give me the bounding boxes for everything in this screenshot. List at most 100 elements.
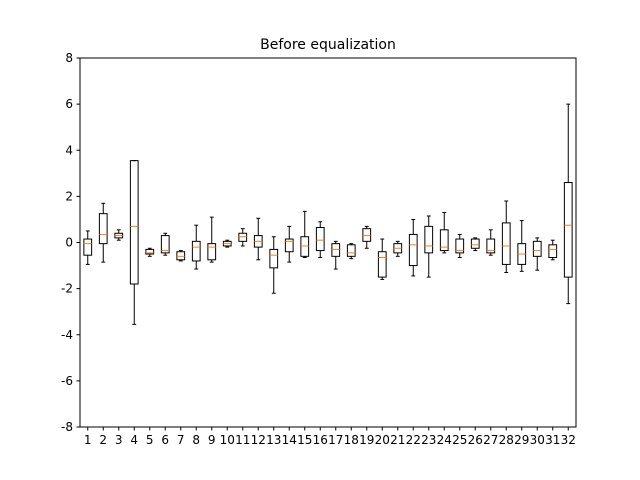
- iqr-box: [160, 235, 170, 254]
- iqr-box: [207, 243, 217, 261]
- box-26: [470, 237, 480, 252]
- box-31: [548, 239, 558, 261]
- box-14: [284, 225, 294, 263]
- box-17: [331, 240, 341, 270]
- x-tick-label: 12: [251, 433, 266, 447]
- x-tick-label: 6: [161, 433, 169, 447]
- box-12: [253, 217, 263, 261]
- y-tick-label: 4: [65, 143, 73, 157]
- x-tick-label: 14: [282, 433, 297, 447]
- box-1: [83, 230, 93, 265]
- box-2: [98, 202, 108, 263]
- box-18: [346, 243, 356, 260]
- x-tick-label: 22: [406, 433, 421, 447]
- iqr-box: [486, 238, 496, 254]
- x-tick-label: 13: [266, 433, 281, 447]
- x-tick-label: 2: [99, 433, 107, 447]
- iqr-box: [563, 182, 573, 278]
- x-tick-label: 3: [115, 433, 123, 447]
- iqr-box: [532, 240, 542, 257]
- box-16: [315, 221, 325, 258]
- iqr-box: [377, 251, 387, 278]
- box-10: [222, 239, 232, 248]
- iqr-box: [315, 227, 325, 252]
- x-tick-label: 28: [499, 433, 514, 447]
- iqr-box: [269, 248, 279, 269]
- iqr-box: [455, 238, 465, 254]
- iqr-box: [176, 251, 186, 261]
- y-tick-label: 2: [65, 189, 73, 203]
- x-tick-label: 23: [421, 433, 436, 447]
- x-tick-label: 31: [545, 433, 560, 447]
- y-tick-label: -2: [61, 282, 73, 296]
- axes-frame: [79, 57, 577, 428]
- x-tick-label: 21: [390, 433, 405, 447]
- iqr-box: [300, 236, 310, 257]
- x-tick-label: 24: [437, 433, 452, 447]
- x-tick-label: 32: [561, 433, 576, 447]
- iqr-box: [129, 160, 139, 285]
- box-24: [439, 212, 449, 254]
- box-23: [424, 215, 434, 278]
- x-tick-label: 27: [483, 433, 498, 447]
- iqr-box: [501, 222, 511, 265]
- iqr-box: [408, 233, 418, 267]
- iqr-box: [346, 244, 356, 257]
- y-tick-label: -6: [61, 374, 73, 388]
- iqr-box: [83, 238, 93, 256]
- x-tick-label: 18: [344, 433, 359, 447]
- y-tick-label: 0: [65, 236, 73, 250]
- box-5: [145, 247, 155, 257]
- iqr-box: [424, 225, 434, 254]
- x-tick-label: 1: [84, 433, 92, 447]
- x-tick-label: 9: [208, 433, 216, 447]
- iqr-box: [548, 244, 558, 258]
- boxes-layer: [83, 103, 573, 325]
- iqr-box: [284, 238, 294, 253]
- box-11: [238, 228, 248, 247]
- box-3: [114, 229, 124, 241]
- iqr-box: [98, 213, 108, 245]
- iqr-box: [238, 232, 248, 242]
- x-tick-label: 29: [514, 433, 529, 447]
- y-tick-label: -8: [61, 420, 73, 434]
- box-22: [408, 218, 418, 277]
- box-21: [393, 240, 403, 257]
- box-30: [532, 237, 542, 271]
- x-tick-label: 25: [452, 433, 467, 447]
- x-tick-label: 4: [130, 433, 138, 447]
- iqr-box: [145, 248, 155, 255]
- x-tick-label: 20: [375, 433, 390, 447]
- iqr-box: [362, 228, 372, 242]
- iqr-box: [191, 240, 201, 262]
- x-tick-label: 10: [220, 433, 235, 447]
- x-tick-label: 5: [146, 433, 154, 447]
- iqr-box: [331, 243, 341, 257]
- box-25: [455, 233, 465, 258]
- x-tick-label: 17: [328, 433, 343, 447]
- box-29: [517, 220, 527, 272]
- x-tick-label: 30: [530, 433, 545, 447]
- box-19: [362, 225, 372, 249]
- box-6: [160, 232, 170, 256]
- box-7: [176, 250, 186, 262]
- box-28: [501, 200, 511, 273]
- x-tick-label: 16: [313, 433, 328, 447]
- x-tick-label: 19: [359, 433, 374, 447]
- box-15: [300, 210, 310, 258]
- x-tick-label: 15: [297, 433, 312, 447]
- iqr-box: [470, 238, 480, 249]
- box-32: [563, 103, 573, 305]
- y-tick-label: -4: [61, 328, 73, 342]
- y-tick-label: 8: [65, 51, 73, 65]
- iqr-box: [439, 229, 449, 252]
- x-tick-label: 7: [177, 433, 185, 447]
- box-4: [129, 160, 139, 325]
- box-20: [377, 238, 387, 280]
- box-27: [486, 229, 496, 256]
- x-tick-label: 11: [235, 433, 250, 447]
- y-tick-label: 6: [65, 97, 73, 111]
- x-tick-label: 26: [468, 433, 483, 447]
